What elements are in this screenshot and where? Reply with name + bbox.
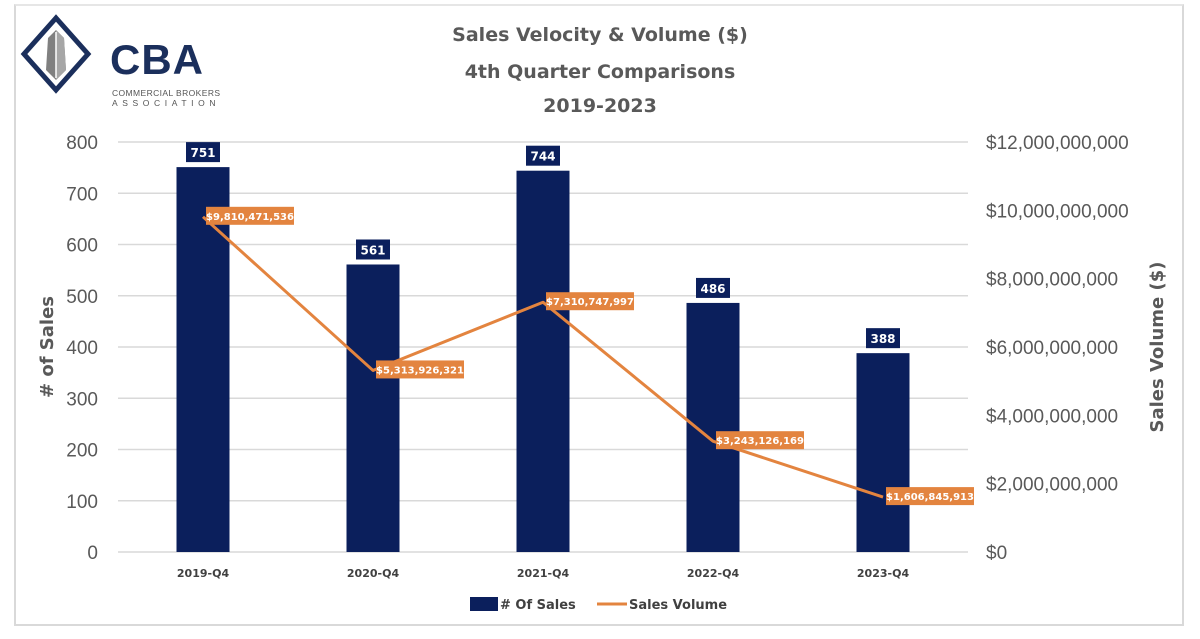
y2-tick-label: $2,000,000,000 [986,475,1118,496]
line-label-box [546,292,634,311]
sales-volume-line [201,215,884,499]
axes: 0 100 200 300 400 500 600 700 800 $0 $2,000,000,00… [37,133,1168,580]
y-axis-title: # of Sales [37,296,58,398]
bar-label-box [526,145,560,166]
bar-label-box [356,239,390,260]
bar-label-box [866,328,900,349]
x-tick-label: 2023-Q4 [857,567,910,580]
y2-tick-label: $4,000,000,000 [986,406,1118,427]
chart-title: Sales Velocity & Volume ($) [452,24,748,46]
y2-tick-label: $0 [986,543,1007,564]
x-tick-label: 2019-Q4 [177,567,230,580]
bar [856,353,910,552]
cba-logo: CBA COMMERCIAL BROKERS ASSOCIATION [20,14,220,108]
x-tick-label: 2020-Q4 [347,567,400,580]
x-tick-label: 2022-Q4 [687,567,740,580]
bar [516,170,570,552]
legend-bar-swatch [470,597,498,611]
logo-name: CBA [110,36,204,83]
y2-tick-label: $8,000,000,000 [986,270,1118,291]
bar-label-box [186,142,220,163]
line-label-box [716,431,804,450]
bar-label-box [696,277,730,298]
line-data-label: $3,243,126,169 [716,436,804,447]
line-label-box [206,206,294,225]
logo-subtitle-line2: ASSOCIATION [112,98,221,108]
y-tick-label: 500 [66,287,98,308]
bar-data-label: 486 [700,282,725,296]
line-data-label: $7,310,747,997 [546,297,634,308]
y-tick-label: 100 [66,492,98,513]
y-tick-label: 700 [66,184,98,205]
y2-tick-label: $6,000,000,000 [986,338,1118,359]
y2-axis-title: Sales Volume ($) [1147,262,1168,433]
legend-bar-label: # Of Sales [500,598,576,613]
y-tick-label: 400 [66,338,98,359]
y2-tick-label: $10,000,000,000 [986,201,1129,222]
data-labels: 751 561 744 486 388 $9,810,471,536 $5,313,926,… [186,142,974,506]
x-tick-label: 2021-Q4 [517,567,570,580]
chart-subtitle: 4th Quarter Comparisons [464,61,736,83]
bar-data-label: 751 [190,146,215,160]
cba-diamond-icon [20,14,92,94]
legend: # Of Sales Sales Volume [470,597,727,613]
line-label-box [886,487,974,506]
legend-line-label: Sales Volume [629,598,727,613]
line-data-label: $9,810,471,536 [206,212,294,223]
bar-data-label: 744 [530,150,555,164]
logo-subtitle-line1: COMMERCIAL BROKERS [112,88,221,98]
y-tick-label: 0 [87,543,98,564]
y2-tick-label: $12,000,000,000 [986,133,1129,154]
y-tick-label: 200 [66,441,98,462]
bar-series [176,167,910,553]
line-label-box [376,360,464,379]
bar-data-label: 388 [870,332,895,346]
chart-subtitle-years: 2019-2023 [543,95,657,117]
line-series [201,215,884,499]
y-tick-label: 800 [66,133,98,154]
bar [176,167,230,553]
bar [346,264,400,552]
y-tick-label: 300 [66,389,98,410]
bar-data-label: 561 [360,243,385,257]
y-tick-label: 600 [66,236,98,257]
line-data-label: $5,313,926,321 [376,365,464,376]
line-data-label: $1,606,845,913 [886,492,974,503]
